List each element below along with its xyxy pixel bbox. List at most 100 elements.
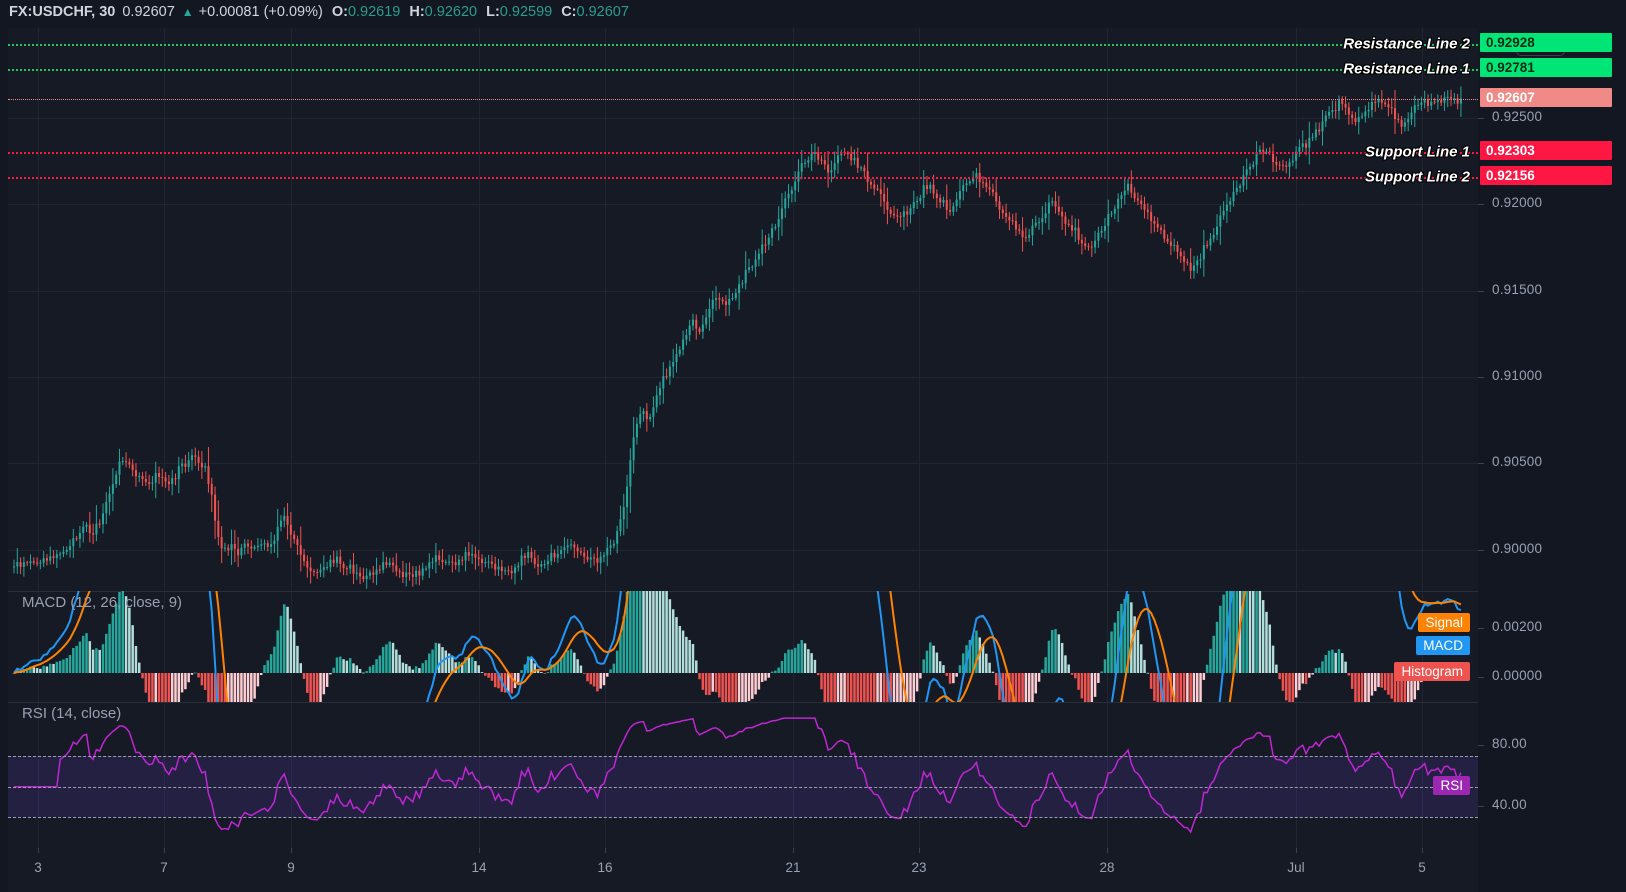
macd-badge-histogram[interactable]: Histogram <box>1394 662 1470 681</box>
grid-line-vertical <box>793 28 794 848</box>
macd-title[interactable]: MACD (12, 26, close, 9) <box>22 594 183 611</box>
candlestick-series <box>12 86 1462 589</box>
price-axis-label: 0.90000 <box>1492 540 1543 556</box>
grid-line-vertical <box>38 28 39 848</box>
rsi-axis-tick <box>1478 806 1484 807</box>
ohlc-high-value: 0.92620 <box>424 4 478 20</box>
rsi-level-50 <box>8 786 1478 788</box>
grid-line-vertical <box>1296 28 1297 848</box>
price-badge-support-line-2[interactable]: 0.92156 <box>1480 166 1612 186</box>
time-axis-tick <box>605 848 606 853</box>
time-axis-label: 3 <box>34 860 42 875</box>
macd-axis-label: 0.00200 <box>1492 619 1543 634</box>
price-badge-resistance-line-2[interactable]: 0.92928 <box>1480 32 1612 52</box>
time-axis-tick <box>1107 848 1108 853</box>
panel-divider-rsi <box>8 702 1478 703</box>
price-axis-label: 0.92500 <box>1492 108 1543 124</box>
ohlc-open-value: 0.92619 <box>347 4 401 20</box>
grid-line-horizontal <box>8 549 1478 551</box>
last-price-line[interactable] <box>8 99 1478 101</box>
grid-line-horizontal <box>8 117 1478 119</box>
level-line-resistance-line-2[interactable] <box>8 43 1478 46</box>
level-label-resistance-line-2[interactable]: Resistance Line 2 <box>1343 35 1470 53</box>
price-badge-resistance-line-1[interactable]: 0.92781 <box>1480 58 1612 78</box>
ohlc-low-key: L: <box>486 4 500 20</box>
rsi-axis-label: 40.00 <box>1492 797 1527 812</box>
rsi-axis-tick <box>1478 745 1484 746</box>
time-axis-label: 9 <box>287 860 295 875</box>
time-axis-tick <box>291 848 292 853</box>
grid-line-horizontal <box>8 290 1478 292</box>
time-axis-tick <box>479 848 480 853</box>
macd-axis-label: 0.00000 <box>1492 668 1543 683</box>
symbol-label[interactable]: FX:USDCHF, 30 <box>9 4 116 20</box>
chart-legend-header: FX:USDCHF, 30 0.92607 ▲ +0.00081 (+0.09%… <box>0 0 1626 24</box>
grid-line-vertical <box>291 28 292 848</box>
price-axis-tick <box>1478 463 1484 465</box>
ohlc-open-key: O: <box>331 4 348 20</box>
grid-line-horizontal <box>8 463 1478 465</box>
price-up-arrow-icon: ▲ <box>181 5 194 19</box>
ohlc-low-value: 0.92599 <box>499 4 553 20</box>
time-axis-label: 5 <box>1418 860 1426 875</box>
last-price-label: 0.92607 <box>122 4 175 20</box>
price-badge-support-line-1[interactable]: 0.92303 <box>1480 140 1612 160</box>
level-line-support-line-2[interactable] <box>8 177 1478 180</box>
grid-line-vertical <box>479 28 480 848</box>
level-line-support-line-1[interactable] <box>8 151 1478 154</box>
macd-line <box>13 591 1462 702</box>
price-axis-tick <box>1478 204 1484 206</box>
time-axis-tick <box>1296 848 1297 853</box>
price-axis-tick <box>1478 290 1484 292</box>
rsi-line <box>14 717 1462 834</box>
time-axis[interactable]: 3 7 9 14 16 21 23 28 Jul 5 <box>8 848 1478 892</box>
rsi-axis-label: 80.00 <box>1492 736 1527 751</box>
chart-plot-area[interactable]: MACD (12, 26, close, 9) RSI (14, close) … <box>8 28 1478 848</box>
rsi-series <box>14 717 1462 834</box>
time-axis-tick <box>919 848 920 853</box>
level-label-support-line-1[interactable]: Support Line 1 <box>1365 143 1470 161</box>
time-axis-label: 7 <box>160 860 168 875</box>
ohlc-high-key: H: <box>409 4 425 20</box>
macd-axis-tick <box>1478 677 1484 678</box>
time-axis-tick <box>164 848 165 853</box>
rsi-level-30 <box>8 817 1478 819</box>
time-axis-label: 28 <box>1099 860 1115 875</box>
price-axis[interactable]: CHF 0.925000.920000.915000.910000.905000… <box>1478 28 1626 848</box>
price-axis-label: 0.91500 <box>1492 281 1543 297</box>
time-axis-tick <box>793 848 794 853</box>
price-axis-label: 0.90500 <box>1492 454 1543 470</box>
chart-frame: MACD (12, 26, close, 9) RSI (14, close) … <box>0 24 1626 892</box>
macd-badge-macd[interactable]: MACD <box>1416 636 1470 655</box>
grid-line-horizontal <box>8 204 1478 206</box>
time-axis-label: 14 <box>471 860 487 875</box>
time-axis-tick <box>1422 848 1423 853</box>
price-change-label: +0.00081 (+0.09%) <box>198 4 323 20</box>
price-axis-label: 0.91000 <box>1492 367 1543 383</box>
macd-axis-tick <box>1478 628 1484 629</box>
macd-series <box>12 591 1463 702</box>
time-axis-label: 16 <box>597 860 613 875</box>
time-axis-label: Jul <box>1287 860 1305 875</box>
macd-badge-signal[interactable]: Signal <box>1418 613 1470 632</box>
grid-line-horizontal <box>8 376 1478 378</box>
rsi-title[interactable]: RSI (14, close) <box>22 705 122 722</box>
grid-line-vertical <box>164 28 165 848</box>
grid-line-vertical <box>1422 28 1423 848</box>
grid-line-vertical <box>605 28 606 848</box>
panel-divider-macd <box>8 591 1478 592</box>
level-label-resistance-line-1[interactable]: Resistance Line 1 <box>1343 60 1470 78</box>
level-label-support-line-2[interactable]: Support Line 2 <box>1365 168 1470 186</box>
price-axis-tick <box>1478 549 1484 551</box>
grid-line-vertical <box>1107 28 1108 848</box>
level-line-resistance-line-1[interactable] <box>8 69 1478 72</box>
rsi-badge[interactable]: RSI <box>1433 775 1470 795</box>
last-price-badge[interactable]: 0.92607 <box>1480 88 1612 108</box>
rsi-level-70 <box>8 756 1478 758</box>
price-axis-tick <box>1478 117 1484 119</box>
price-axis-label: 0.92000 <box>1492 195 1543 211</box>
time-axis-label: 23 <box>911 860 927 875</box>
ohlc-close-key: C: <box>561 4 577 20</box>
time-axis-tick <box>38 848 39 853</box>
